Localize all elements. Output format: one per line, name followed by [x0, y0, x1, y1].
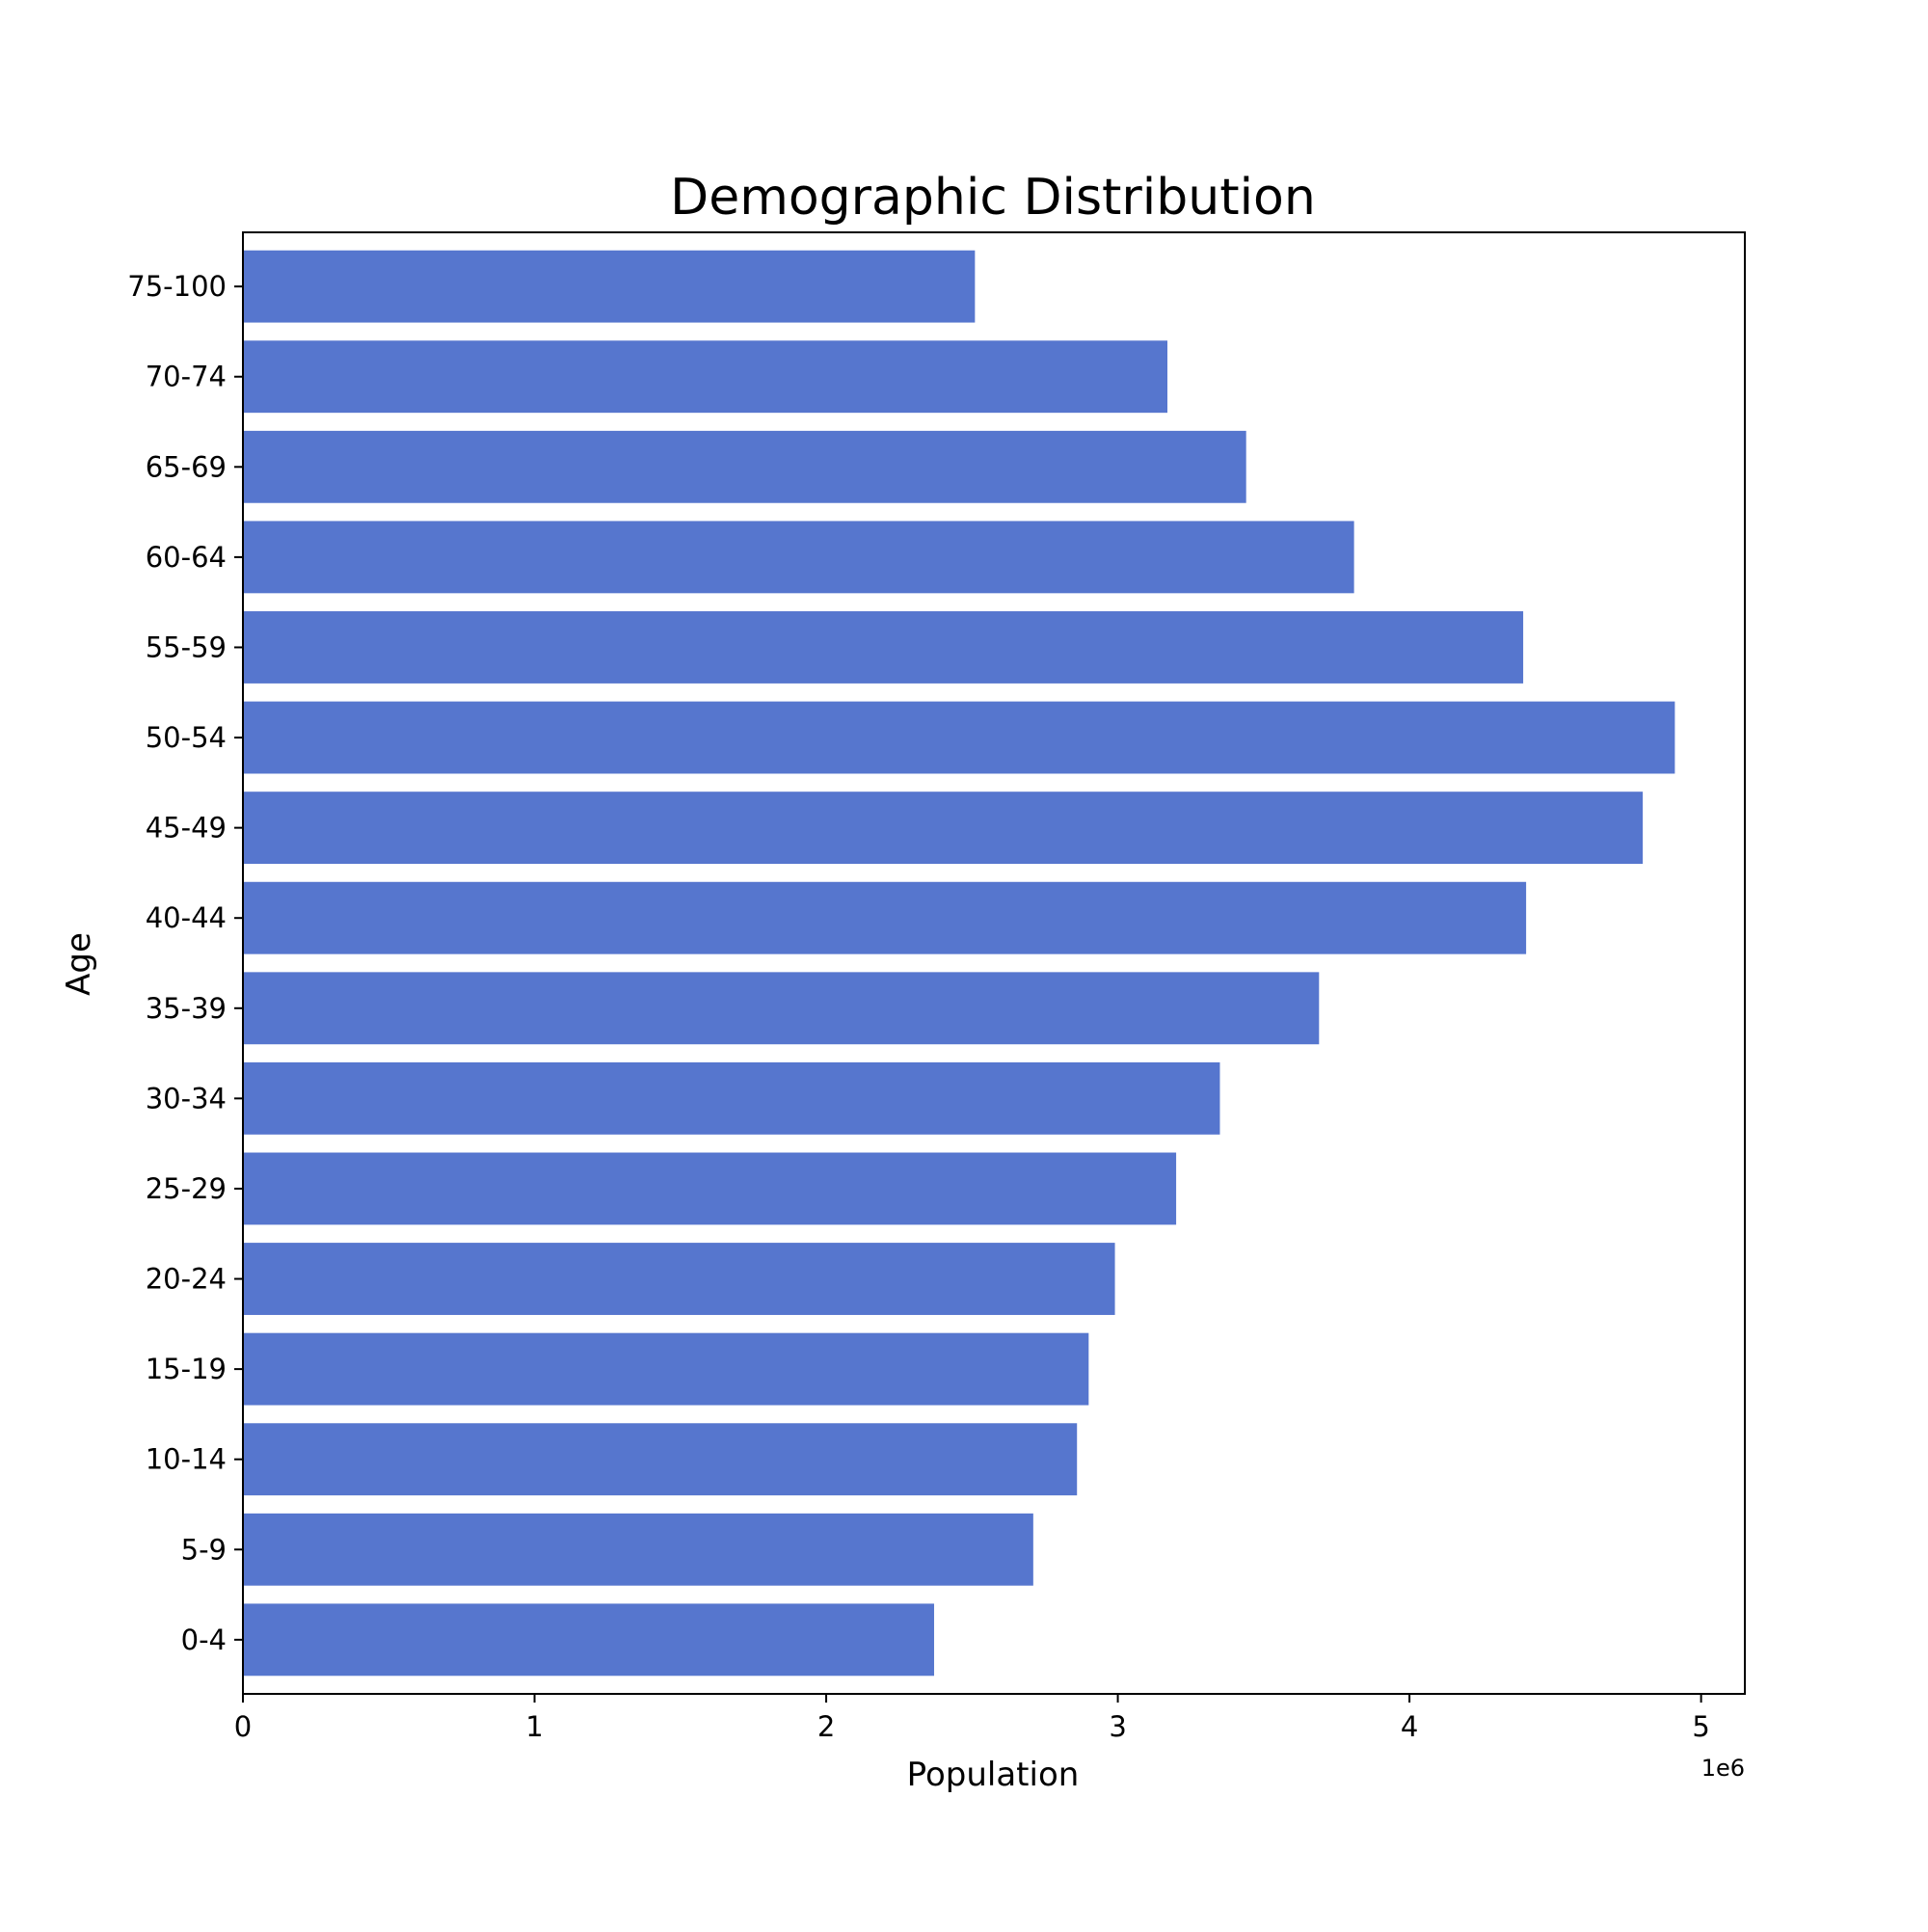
x-axis-offset-label: 1e6	[1701, 1755, 1745, 1782]
bar	[243, 1152, 1177, 1225]
y-tick-label: 10-14	[146, 1443, 227, 1476]
bar	[243, 340, 1168, 414]
bar	[243, 1332, 1089, 1406]
y-tick-label: 5-9	[181, 1533, 227, 1566]
y-tick-label: 20-24	[146, 1263, 227, 1296]
y-axis-label: Age	[60, 932, 98, 996]
y-tick-label: 40-44	[146, 901, 227, 934]
bar	[243, 1243, 1115, 1315]
chart-title: Demographic Distribution	[670, 169, 1316, 227]
bar	[243, 1061, 1220, 1135]
y-tick-label: 35-39	[146, 992, 227, 1025]
bar	[243, 521, 1354, 594]
y-tick-label: 75-100	[127, 270, 227, 303]
y-tick-label: 30-34	[146, 1082, 227, 1114]
x-tick-label: 2	[817, 1710, 835, 1743]
y-tick-label: 15-19	[146, 1353, 227, 1385]
bar	[243, 1423, 1078, 1496]
y-tick-label: 50-54	[146, 721, 227, 754]
bar	[243, 701, 1675, 774]
bar	[243, 792, 1644, 865]
y-tick-label: 45-49	[146, 812, 227, 845]
y-tick-label: 70-74	[146, 361, 227, 393]
x-axis-label: Population	[907, 1756, 1080, 1794]
bar	[243, 611, 1524, 684]
bar	[243, 972, 1320, 1045]
x-tick-label: 1	[525, 1710, 543, 1743]
y-tick-label: 65-69	[146, 450, 227, 483]
x-tick-label: 5	[1692, 1710, 1709, 1743]
x-tick-label: 0	[234, 1710, 252, 1743]
plot-area: 0-4 5-9 10-14 15-19 20-24 25-29 30-34 35-39 40-4…	[127, 231, 1746, 1743]
bar	[243, 250, 976, 323]
bar	[243, 430, 1246, 503]
bar	[243, 1603, 934, 1677]
x-tick-label: 4	[1401, 1710, 1418, 1743]
x-tick-label: 3	[1109, 1710, 1126, 1743]
y-tick-label: 55-59	[146, 631, 227, 663]
bar	[243, 1513, 1033, 1586]
y-tick-label: 0-4	[181, 1623, 227, 1656]
axes-frame	[242, 231, 1746, 1695]
bar	[243, 881, 1527, 954]
y-tick-label: 25-29	[146, 1172, 227, 1205]
y-tick-label: 60-64	[146, 541, 227, 574]
